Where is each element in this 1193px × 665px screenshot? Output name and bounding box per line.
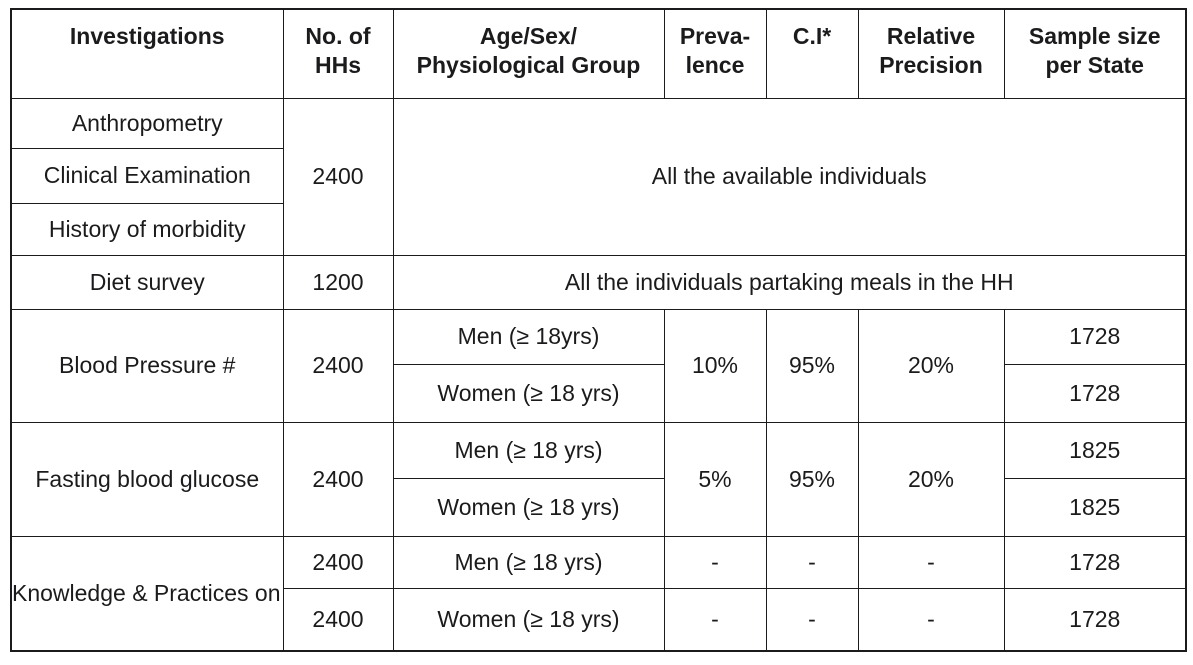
- cell-anthro-hhs: 2400: [282, 97, 394, 256]
- header-age-sex-group: Age/Sex/ Physiological Group: [392, 8, 665, 99]
- cell-knowledge-practices: Knowledge & Practices on HTN & DM: [10, 535, 284, 652]
- cell-clinical-examination: Clinical Examination: [10, 147, 284, 204]
- cell-fbg-hhs: 2400: [282, 421, 394, 537]
- cell-kp-women-ci: -: [765, 587, 859, 652]
- cell-fasting-blood-glucose: Fasting blood glucose: [10, 421, 284, 537]
- header-investigations: Investigations: [10, 8, 284, 99]
- header-relative-precision: Relative Precision: [857, 8, 1005, 99]
- cell-history-of-morbidity: History of morbidity: [10, 202, 284, 256]
- cell-diet-note: All the individuals partaking meals in t…: [392, 254, 1187, 310]
- survey-design-table: Investigations No. of HHs Age/Sex/ Physi…: [10, 8, 1187, 652]
- cell-fbg-precision: 20%: [857, 421, 1005, 537]
- cell-bp-precision: 20%: [857, 308, 1005, 423]
- row-diet-survey: Diet survey 1200 All the individuals par…: [10, 254, 1187, 310]
- header-prevalence: Preva- lence: [663, 8, 767, 99]
- cell-kp-women-group: Women (≥ 18 yrs): [392, 587, 665, 652]
- cell-kp-men-precision: -: [857, 535, 1005, 589]
- row-anthropometry: Anthropometry 2400 All the available ind…: [10, 97, 1187, 256]
- row-fasting-glucose-men: Fasting blood glucose 2400 Men (≥ 18 yrs…: [10, 421, 1187, 537]
- row-history-of-morbidity: History of morbidity: [10, 202, 1186, 256]
- cell-anthro-note: All the available individuals: [392, 97, 1187, 256]
- cell-kp-men-group: Men (≥ 18 yrs): [392, 535, 665, 589]
- cell-kp-men-sample: 1728: [1003, 535, 1187, 589]
- cell-kp-women-hhs: 2400: [282, 587, 394, 652]
- cell-kp-men-prevalence: -: [663, 535, 767, 589]
- cell-blood-pressure: Blood Pressure #: [10, 308, 284, 423]
- cell-diet-hhs: 1200: [282, 254, 394, 310]
- cell-kp-women-precision: -: [857, 587, 1005, 652]
- row-clinical-examination: Clinical Examination: [10, 147, 1186, 204]
- cell-fbg-women-group: Women (≥ 18 yrs): [392, 477, 665, 537]
- row-knowledge-practices-women: 2400 Women (≥ 18 yrs) - - - 1728: [11, 587, 1187, 652]
- cell-kp-men-hhs: 2400: [282, 535, 394, 589]
- cell-bp-hhs: 2400: [282, 308, 394, 423]
- header-ci: C.I*: [765, 8, 859, 99]
- cell-bp-ci: 95%: [765, 308, 859, 423]
- cell-fbg-women-sample: 1825: [1003, 477, 1187, 537]
- cell-bp-prevalence: 10%: [663, 308, 767, 423]
- table-header-row: Investigations No. of HHs Age/Sex/ Physi…: [10, 8, 1187, 99]
- cell-kp-women-sample: 1728: [1003, 587, 1187, 652]
- row-blood-pressure-men: Blood Pressure # 2400 Men (≥ 18yrs) 10% …: [10, 308, 1187, 423]
- cell-bp-women-group: Women (≥ 18 yrs): [392, 363, 665, 423]
- cell-kp-women-prevalence: -: [663, 587, 767, 652]
- cell-bp-women-sample: 1728: [1003, 363, 1187, 423]
- cell-diet-survey: Diet survey: [10, 254, 284, 310]
- header-sample-size: Sample size per State: [1003, 8, 1187, 99]
- cell-fbg-men-group: Men (≥ 18 yrs): [392, 421, 665, 479]
- header-no-of-hhs: No. of HHs: [282, 8, 394, 99]
- cell-bp-men-group: Men (≥ 18yrs): [392, 308, 665, 365]
- cell-fbg-men-sample: 1825: [1003, 421, 1187, 479]
- cell-fbg-prevalence: 5%: [663, 421, 767, 537]
- cell-bp-men-sample: 1728: [1003, 308, 1187, 365]
- row-knowledge-practices-men: Knowledge & Practices on HTN & DM 2400 M…: [10, 535, 1187, 652]
- cell-fbg-ci: 95%: [765, 421, 859, 537]
- cell-anthropometry: Anthropometry: [10, 97, 284, 149]
- cell-kp-men-ci: -: [765, 535, 859, 589]
